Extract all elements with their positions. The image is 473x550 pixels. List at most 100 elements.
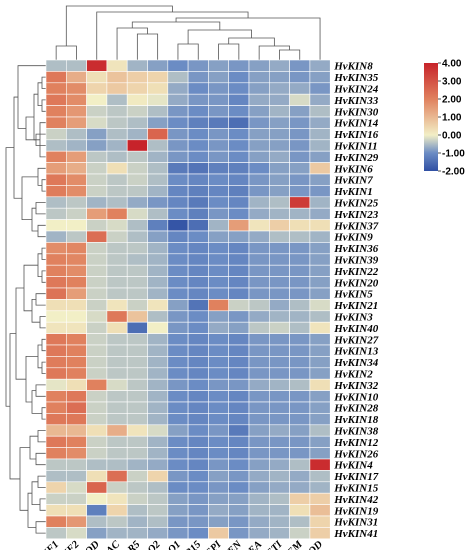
heatmap-cell	[309, 264, 331, 277]
heatmap-cell	[309, 219, 331, 232]
heatmap-cell	[289, 504, 311, 517]
heatmap-cell	[289, 139, 311, 152]
heatmap-cell	[268, 504, 290, 517]
row-label: HvKIN37	[333, 220, 379, 232]
heatmap-cell	[268, 458, 290, 471]
heatmap-cell	[45, 264, 67, 277]
heatmap-cell	[45, 116, 67, 129]
heatmap-cell	[208, 82, 229, 95]
row-label: HvKIN4	[333, 460, 373, 472]
heatmap-cell	[86, 253, 108, 266]
heatmap-cell	[106, 413, 128, 426]
heatmap-cell	[66, 310, 87, 323]
row-label: HvKIN34	[333, 357, 379, 369]
row-label: HvKIN24	[333, 84, 379, 96]
heatmap-cell	[289, 413, 311, 426]
row-label: HvKIN31	[333, 517, 378, 529]
dendrogram-branch	[41, 270, 46, 283]
heatmap-cell	[147, 470, 169, 483]
heatmap-cell	[167, 128, 189, 141]
heatmap-cell	[106, 253, 128, 266]
heatmap-cell	[268, 333, 290, 346]
heatmap-cell	[309, 82, 331, 95]
heatmap-cell	[248, 458, 270, 471]
heatmap-cell	[167, 310, 189, 323]
heatmap-cell	[228, 378, 250, 391]
heatmap-cell	[106, 321, 128, 334]
heatmap-cell	[208, 71, 229, 84]
heatmap-cell	[86, 424, 108, 437]
heatmap-cell	[66, 59, 87, 72]
row-label: HvKIN12	[333, 437, 379, 449]
column-label: ROO2	[135, 539, 163, 550]
heatmap-cell	[126, 447, 148, 460]
heatmap-cell	[106, 333, 128, 346]
heatmap-cell	[147, 527, 169, 540]
heatmap-cell	[289, 219, 311, 232]
heatmap-cell	[289, 401, 311, 414]
heatmap-cell	[187, 150, 209, 163]
heatmap-cell	[289, 93, 311, 106]
dendrogram-branch	[33, 93, 40, 141]
heatmap-cell	[45, 230, 67, 243]
heatmap-cell	[268, 470, 290, 483]
heatmap-cell	[106, 504, 128, 517]
heatmap-cell	[228, 150, 250, 163]
heatmap-cell	[126, 344, 148, 357]
heatmap-cell	[228, 333, 250, 346]
heatmap-cell	[45, 356, 67, 369]
heatmap-cell	[66, 82, 87, 95]
heatmap-cell	[167, 264, 189, 277]
heatmap-cell	[86, 447, 108, 460]
heatmap-cell	[45, 139, 67, 152]
heatmap-cell	[167, 82, 189, 95]
heatmap-cell	[86, 378, 108, 391]
dendrogram-branch	[116, 27, 148, 60]
heatmap-cell	[66, 504, 87, 517]
heatmap-cell	[309, 470, 331, 483]
row-label: HvKIN42	[333, 494, 379, 506]
heatmap-cell	[268, 310, 290, 323]
heatmap-cell	[86, 139, 108, 152]
heatmap-cell	[289, 435, 311, 448]
heatmap-cell	[248, 139, 270, 152]
heatmap-cell	[208, 344, 229, 357]
column-label: EPI	[203, 539, 225, 550]
heatmap-cell	[208, 310, 229, 323]
dendrogram-branch	[15, 287, 26, 380]
heatmap-cell	[86, 356, 108, 369]
dendrogram-branch	[218, 43, 240, 60]
dendrogram-branch	[31, 390, 42, 414]
heatmap-cell	[45, 310, 67, 323]
heatmap-cell	[248, 492, 270, 505]
heatmap-cell	[45, 287, 67, 300]
heatmap-cell	[45, 299, 67, 312]
heatmap-cell	[167, 321, 189, 334]
heatmap-cell	[147, 344, 169, 357]
heatmap-cell	[248, 71, 270, 84]
heatmap-cell	[268, 116, 290, 129]
heatmap-cell	[289, 458, 311, 471]
heatmap-cell	[167, 105, 189, 118]
heatmap-cell	[187, 276, 209, 289]
heatmap-cell	[66, 333, 87, 346]
heatmap-cell	[208, 435, 229, 448]
heatmap-cell	[147, 139, 169, 152]
heatmap-cell	[248, 287, 270, 300]
row-label: HvKIN15	[333, 483, 379, 495]
heatmap-cell	[289, 344, 311, 357]
heatmap-cell	[208, 219, 229, 232]
heatmap-cell	[268, 299, 290, 312]
heatmap-cell	[126, 367, 148, 380]
heatmap-cell	[309, 413, 331, 426]
heatmap-cell	[187, 435, 209, 448]
dendrogram-branch	[41, 179, 46, 192]
heatmap-cell	[208, 105, 229, 118]
heatmap-cell	[45, 105, 67, 118]
heatmap-cell	[167, 207, 189, 220]
heatmap-cell	[309, 150, 331, 163]
dendrogram-branch	[41, 338, 46, 352]
heatmap-cell	[167, 59, 189, 72]
row-labels: HvKIN8HvKIN35HvKIN24HvKIN33HvKIN30HvKIN1…	[333, 61, 379, 540]
dendrogram-branch	[258, 45, 290, 60]
